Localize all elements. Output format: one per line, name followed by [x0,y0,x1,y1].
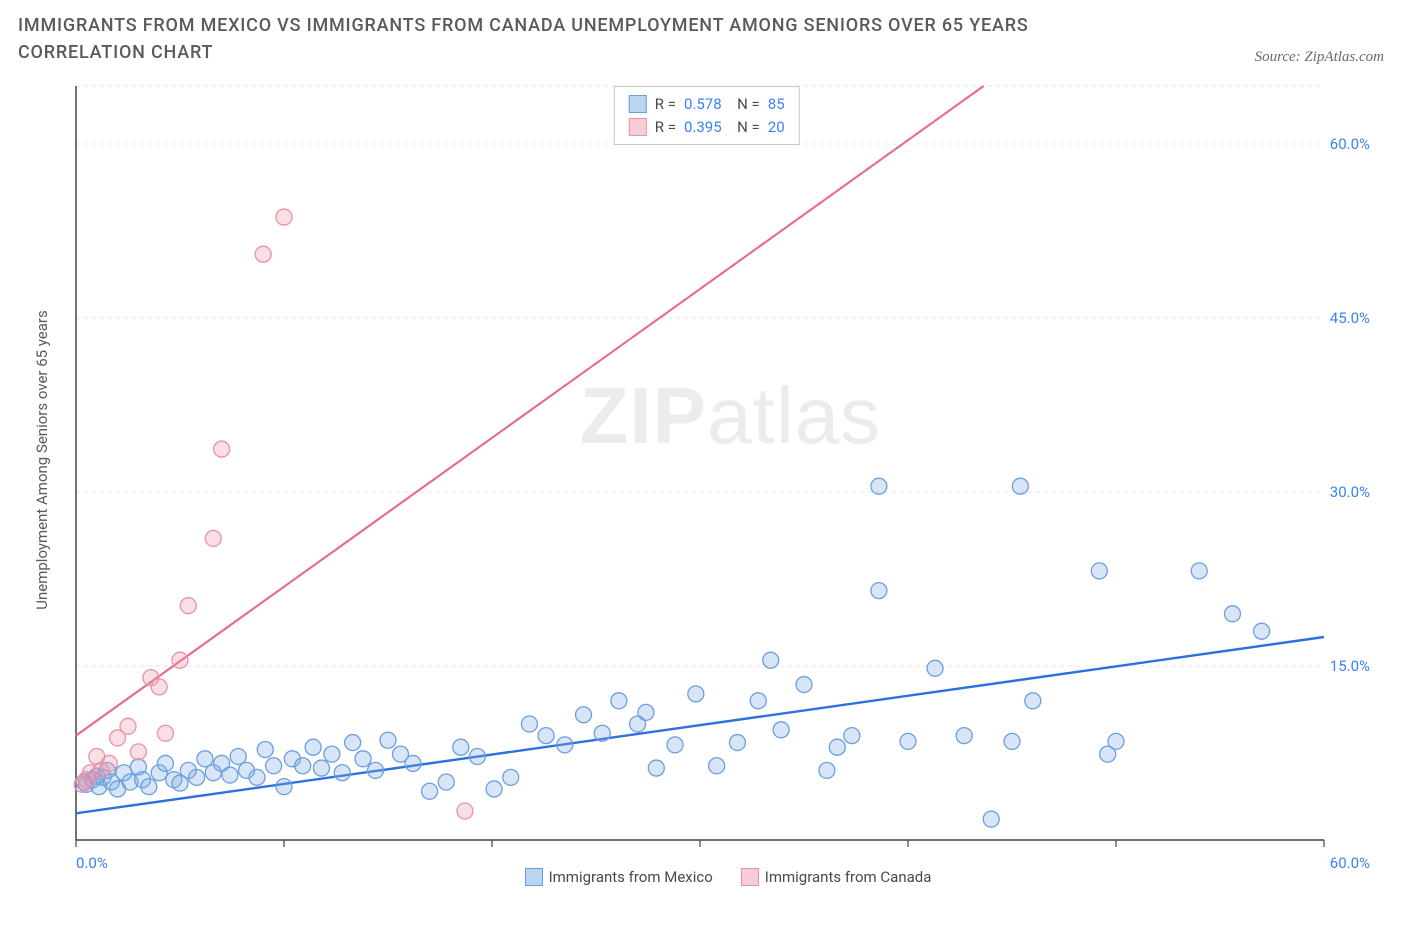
svg-text:15.0%: 15.0% [1330,657,1370,675]
series-legend: Immigrants from Mexico Immigrants from Ca… [68,868,1388,890]
series-legend-item: Immigrants from Canada [741,868,932,886]
y-axis-label: Unemployment Among Seniors over 65 years [33,310,51,609]
chart-title: IMMIGRANTS FROM MEXICO VS IMMIGRANTS FRO… [18,12,1138,66]
source-label: Source: ZipAtlas.com [1255,49,1384,66]
title-bar: IMMIGRANTS FROM MEXICO VS IMMIGRANTS FRO… [0,0,1406,74]
legend-swatch [629,118,647,136]
stats-legend: R = 0.578 N = 85R = 0.395 N = 20 [614,86,800,145]
series-legend-label: Immigrants from Mexico [549,868,713,886]
legend-n-label: N = [730,93,760,116]
plot-area: Unemployment Among Seniors over 65 years… [18,80,1388,900]
legend-r-value: 0.395 [684,116,722,139]
series-legend-item: Immigrants from Mexico [525,868,713,886]
scatter-plot: 15.0%30.0%45.0%60.0%0.0%60.0% [68,80,1388,896]
legend-swatch [741,868,759,886]
legend-swatch [629,95,647,113]
svg-text:30.0%: 30.0% [1330,483,1370,501]
legend-n-value: 20 [768,116,785,139]
legend-r-label: R = [655,93,676,116]
legend-n-label: N = [730,116,760,139]
series-legend-label: Immigrants from Canada [765,868,932,886]
legend-r-value: 0.578 [684,93,722,116]
legend-swatch [525,868,543,886]
legend-r-label: R = [655,116,676,139]
y-axis-label-wrap: Unemployment Among Seniors over 65 years [46,80,66,840]
legend-row: R = 0.395 N = 20 [629,116,785,139]
legend-row: R = 0.578 N = 85 [629,93,785,116]
svg-text:60.0%: 60.0% [1330,135,1370,153]
legend-n-value: 85 [768,93,785,116]
svg-text:45.0%: 45.0% [1330,309,1370,327]
